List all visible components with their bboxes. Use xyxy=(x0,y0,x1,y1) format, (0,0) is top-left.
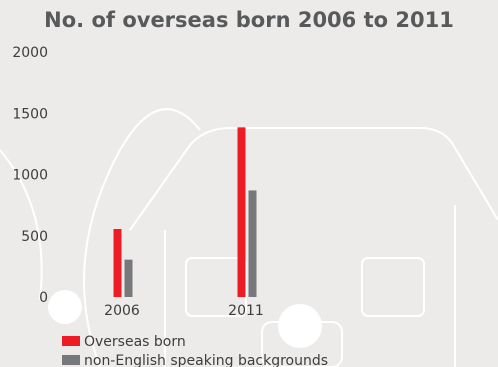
figure-body-center xyxy=(261,321,343,367)
chart-title: No. of overseas born 2006 to 2011 xyxy=(44,8,454,32)
legend-swatch xyxy=(62,355,80,365)
y-tick-label: 500 xyxy=(21,229,48,245)
y-tick-label: 1500 xyxy=(12,106,48,122)
legend-label: Overseas born xyxy=(84,334,186,350)
bar-overseas-born-2011 xyxy=(237,127,246,298)
house-window-left xyxy=(185,257,247,317)
x-tick-label: 2011 xyxy=(228,303,264,319)
bar-non-english-speaking-backgrounds-2006 xyxy=(124,259,133,297)
background-figures xyxy=(48,290,343,367)
bars xyxy=(113,127,257,298)
bar-overseas-born-2006 xyxy=(113,229,122,297)
legend: Overseas born non-English speaking backgr… xyxy=(62,334,328,367)
y-axis-ticks: 0 500 1000 1500 2000 xyxy=(12,45,48,306)
left-figure-arc xyxy=(0,149,43,301)
legend-label: non-English speaking backgrounds xyxy=(84,353,328,367)
figure-head-center xyxy=(278,304,322,348)
x-axis-ticks: 2006 2011 xyxy=(104,303,264,319)
y-tick-label: 1000 xyxy=(12,168,48,184)
x-tick-label: 2006 xyxy=(104,303,140,319)
person-arc-outline xyxy=(83,108,201,367)
y-tick-label: 0 xyxy=(39,290,48,306)
figure-head-left xyxy=(48,290,82,324)
background-illustration xyxy=(0,108,498,367)
y-tick-label: 2000 xyxy=(12,45,48,61)
house-window-right xyxy=(361,257,425,317)
bar-non-english-speaking-backgrounds-2011 xyxy=(248,190,257,297)
legend-swatch xyxy=(62,336,80,346)
house-outline xyxy=(129,127,498,231)
